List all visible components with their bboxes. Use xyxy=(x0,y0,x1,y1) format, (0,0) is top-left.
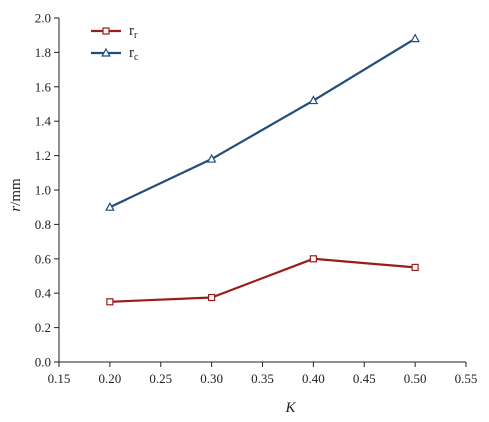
data-point xyxy=(309,255,317,263)
series-line xyxy=(109,37,416,209)
series-r-r xyxy=(106,255,419,306)
legend-label-sub: c xyxy=(134,52,139,63)
y-tick-label: 0.8 xyxy=(35,217,51,232)
legend-swatch-marker xyxy=(102,27,110,35)
data-point xyxy=(410,33,420,43)
y-tick-label: 0.6 xyxy=(35,251,52,266)
data-point xyxy=(206,153,217,163)
legend-label: rc xyxy=(129,45,139,63)
y-tick-label: 0.0 xyxy=(35,355,51,370)
x-tick-label: 0.45 xyxy=(353,371,376,386)
y-tick-label: 1.6 xyxy=(35,79,52,94)
data-point xyxy=(411,263,419,271)
legend-item: rr xyxy=(91,23,138,41)
legend-item: rc xyxy=(91,45,139,63)
x-tick-label: 0.35 xyxy=(251,371,274,386)
x-axis-title: K xyxy=(284,400,296,416)
x-tick-label: 0.30 xyxy=(200,371,223,386)
data-point xyxy=(105,201,115,211)
data-point xyxy=(308,95,319,105)
x-tick-label: 0.15 xyxy=(48,371,71,386)
x-tick-label: 0.50 xyxy=(404,371,427,386)
y-tick-label: 0.2 xyxy=(35,320,51,335)
y-tick-label: 2.0 xyxy=(35,11,51,26)
x-tick-label: 0.40 xyxy=(302,371,325,386)
y-axis-title: r/mm xyxy=(8,178,24,212)
legend-swatch-marker xyxy=(101,47,111,57)
y-tick-label: 1.2 xyxy=(35,148,51,163)
y-tick-label: 1.8 xyxy=(35,45,51,60)
y-tick-label: 1.0 xyxy=(35,183,51,198)
x-tick-label: 0.55 xyxy=(455,371,478,386)
legend-label-main: r xyxy=(129,45,134,61)
legend-label: rr xyxy=(129,23,138,41)
y-axis-title-symbol: r xyxy=(8,206,24,212)
data-point xyxy=(106,298,114,306)
series-r-c xyxy=(105,33,420,211)
legend-label-main: r xyxy=(129,23,134,39)
y-tick-label: 0.4 xyxy=(35,286,52,301)
legend-label-sub: r xyxy=(134,30,138,41)
x-tick-label: 0.20 xyxy=(99,371,122,386)
series-line xyxy=(109,257,416,303)
x-tick-label: 0.25 xyxy=(149,371,172,386)
y-axis-title-unit: /mm xyxy=(8,178,24,206)
series-layer xyxy=(105,33,420,306)
axes: 0.15 0.20 0.25 0.30 0.35 0.40 0.45 0.50 0.55 0.0 0… xyxy=(35,11,478,387)
y-tick-label: 1.4 xyxy=(35,114,52,129)
data-point xyxy=(208,293,216,302)
